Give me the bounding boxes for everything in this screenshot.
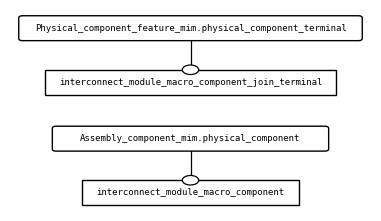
FancyBboxPatch shape — [82, 180, 299, 205]
Circle shape — [182, 175, 199, 185]
Text: interconnect_module_macro_component_join_terminal: interconnect_module_macro_component_join… — [59, 78, 322, 87]
Text: Physical_component_feature_mim.physical_component_terminal: Physical_component_feature_mim.physical_… — [35, 24, 346, 33]
Text: Assembly_component_mim.physical_component: Assembly_component_mim.physical_componen… — [80, 134, 301, 143]
FancyBboxPatch shape — [45, 70, 336, 95]
Text: interconnect_module_macro_component: interconnect_module_macro_component — [96, 188, 285, 197]
FancyBboxPatch shape — [19, 16, 362, 41]
FancyBboxPatch shape — [52, 126, 329, 151]
Circle shape — [182, 65, 199, 74]
